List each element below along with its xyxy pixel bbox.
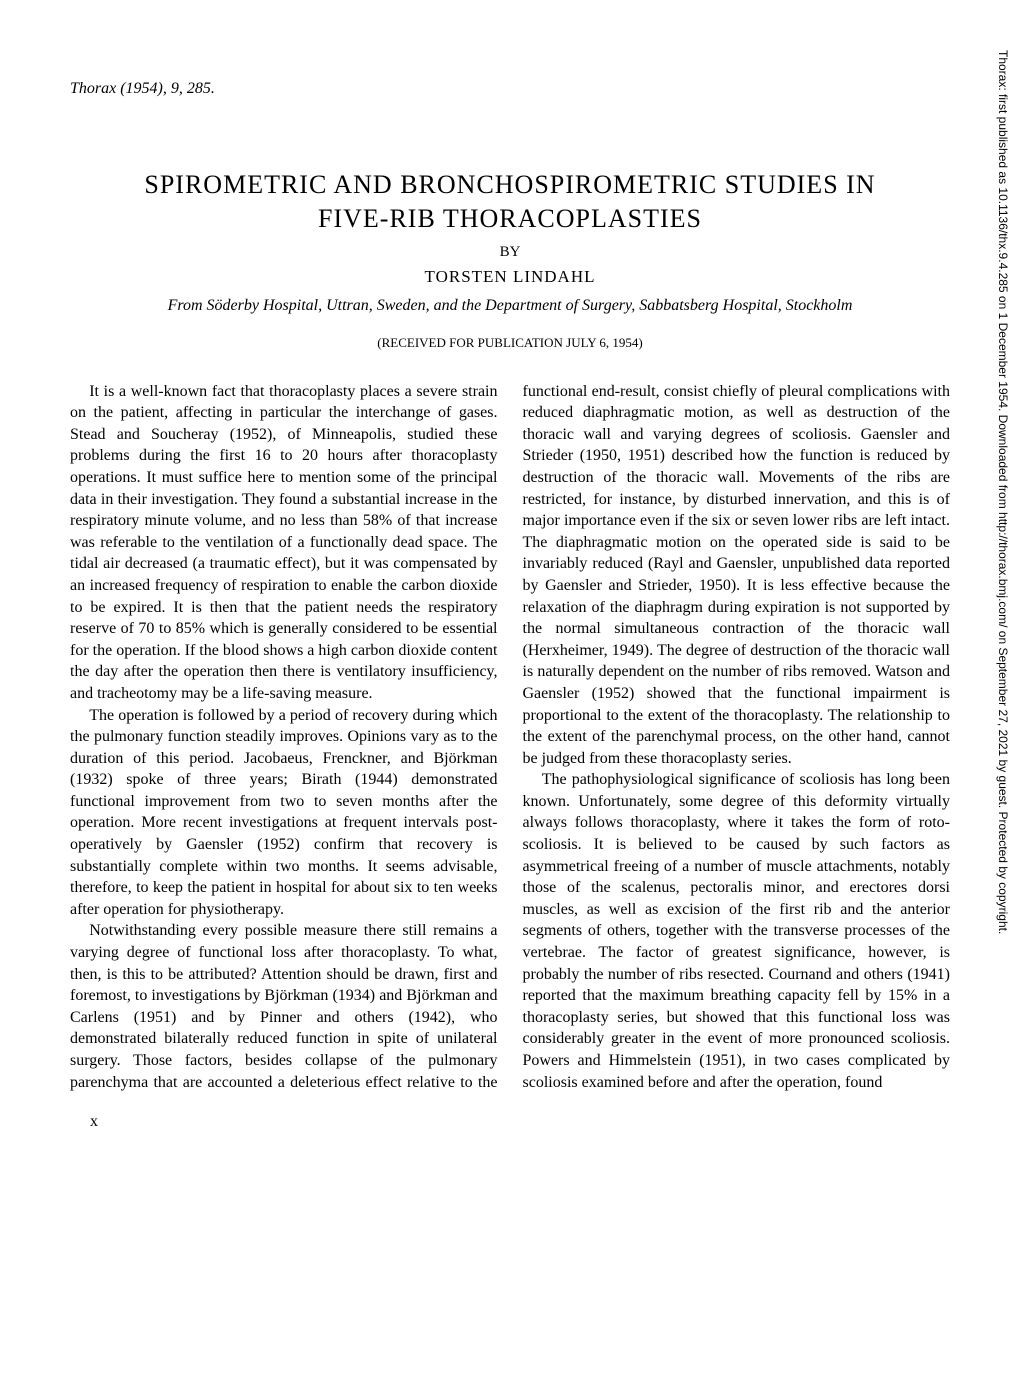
paragraph: The operation is followed by a period of… <box>70 705 498 921</box>
by-label: BY <box>70 244 950 261</box>
article-title: SPIROMETRIC AND BRONCHOSPIROMETRIC STUDI… <box>70 168 950 236</box>
title-line-2: FIVE-RIB THORACOPLASTIES <box>318 204 702 233</box>
author-affiliation: From Söderby Hospital, Uttran, Sweden, a… <box>70 297 950 315</box>
paragraph: The pathophysiological significance of s… <box>523 769 951 1093</box>
received-date: (RECEIVED FOR PUBLICATION JULY 6, 1954) <box>70 335 950 351</box>
author-name: TORSTEN LINDAHL <box>70 267 950 287</box>
copyright-sidebar: Thorax: first published as 10.1136/thx.9… <box>996 50 1010 1340</box>
title-line-1: SPIROMETRIC AND BRONCHOSPIROMETRIC STUDI… <box>144 170 875 199</box>
journal-citation: Thorax (1954), 9, 285. <box>70 80 950 98</box>
page-marker: x <box>90 1113 950 1131</box>
article-body: It is a well-known fact that thoracoplas… <box>70 381 950 1094</box>
paragraph: It is a well-known fact that thoracoplas… <box>70 381 498 705</box>
